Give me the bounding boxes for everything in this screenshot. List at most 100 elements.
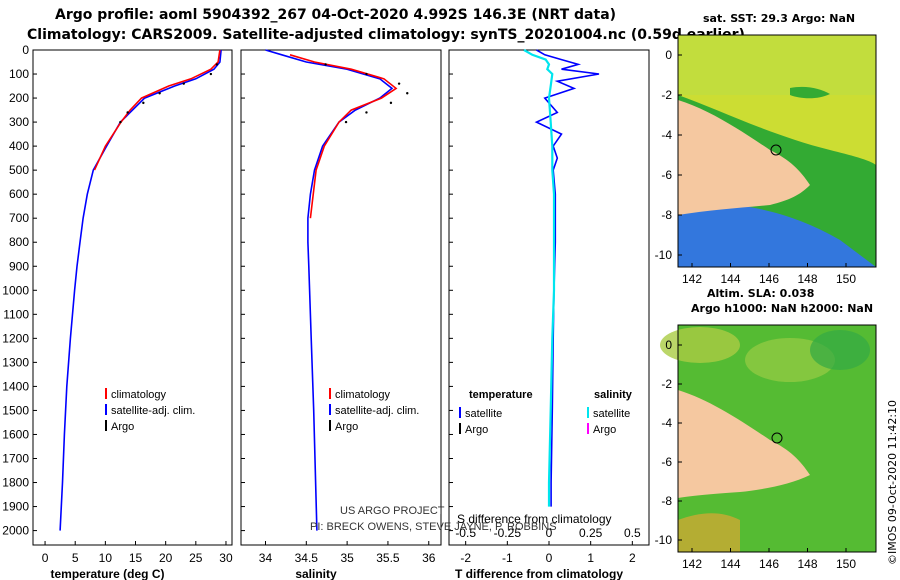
salinity-plot-frame — [240, 49, 442, 546]
sla-map-title-2: Argo h1000: NaN h2000: NaN — [691, 302, 874, 315]
argo-point — [142, 101, 145, 105]
argo-point — [397, 82, 401, 85]
sla-map-patch-south — [678, 513, 740, 552]
legend-label: satellite — [465, 408, 502, 420]
x-tick-label: 1 — [587, 551, 594, 565]
map-lon-label: 142 — [682, 272, 702, 286]
x-tick-label: 30 — [219, 551, 233, 565]
legend-swatch — [459, 407, 461, 418]
map-lon-label: 150 — [836, 557, 856, 571]
depth-tick-label: 1200 — [2, 331, 29, 345]
depth-tick-label: 200 — [9, 91, 29, 105]
legend-swatch — [105, 420, 107, 431]
top-tick-label: -0.5 — [455, 526, 476, 540]
depth-tick-label: 2000 — [2, 524, 29, 538]
x-tick-label: -2 — [460, 551, 471, 565]
depth-tick-label: 0 — [22, 43, 29, 57]
x-tick-label: 15 — [129, 551, 143, 565]
legend-swatch — [329, 404, 331, 415]
argo-point — [126, 111, 129, 114]
top-axis-label: S difference from climatology — [457, 512, 612, 526]
legend-label: climatology — [335, 389, 391, 401]
x-tick-label: 25 — [189, 551, 203, 565]
sst-map-title: sat. SST: 29.3 Argo: NaN — [703, 12, 856, 25]
top-tick-label: 0.5 — [624, 526, 641, 540]
argo-point — [158, 92, 161, 95]
legend-swatch — [587, 423, 589, 434]
map-lat-label: -2 — [661, 88, 672, 102]
legend-swatch — [329, 388, 331, 399]
legend-swatch — [459, 423, 461, 434]
series-line-climatology — [289, 54, 398, 219]
map-axes: 0 -2 -4 -6 -8 -10 142 144 146 148 150 0 -2 -4 -6 -8 -10 1… — [655, 48, 857, 571]
sla-map-land-png — [678, 390, 810, 498]
legend-label: climatology — [111, 389, 167, 401]
sst-map-sea-blue — [678, 203, 876, 267]
argo-point — [182, 82, 185, 85]
series-line-salinity-satellite — [523, 49, 556, 507]
legend-swatch — [105, 404, 107, 415]
watermark-line2: PI: BRECK OWENS, STEVE JAYNE, P. ROBBINS — [310, 521, 557, 533]
map-lat-label: -4 — [661, 416, 672, 430]
argo-point — [365, 111, 368, 114]
depth-tick-label: 400 — [9, 139, 29, 153]
depth-tick-label: 1900 — [2, 500, 29, 514]
map-lon-label: 144 — [720, 272, 740, 286]
map-lat-label: -4 — [661, 128, 672, 142]
legend-swatch — [329, 420, 331, 431]
series-line-satellite-adj-clim- — [59, 49, 222, 531]
argo-point — [406, 92, 409, 95]
x-tick-label: 0 — [546, 551, 553, 565]
argo-point — [389, 101, 393, 105]
sst-map-frame — [677, 34, 877, 268]
map-lon-label: 146 — [759, 272, 779, 286]
x-tick-label: 35 — [340, 551, 354, 565]
sla-map-frame — [677, 324, 877, 553]
sla-argo-position-marker — [771, 432, 783, 444]
x-tick-label: 36 — [422, 551, 436, 565]
sst-map-sea-north — [678, 35, 876, 95]
legend-label: Argo — [465, 424, 488, 436]
legend-label: Argo — [111, 421, 134, 433]
temperature-plot-frame — [32, 49, 233, 546]
sst-map-island — [790, 86, 830, 99]
sst-map — [677, 34, 877, 268]
depth-tick-label: 500 — [9, 163, 29, 177]
depth-tick-label: 1600 — [2, 427, 29, 441]
x-tick-label: 35.5 — [376, 551, 400, 565]
map-lat-label: -10 — [655, 248, 673, 262]
depth-tick-label: 1300 — [2, 355, 29, 369]
argo-point — [324, 63, 327, 66]
map-lat-label: 0 — [665, 48, 672, 62]
depth-tick-label: 700 — [9, 211, 29, 225]
watermark-line1: US ARGO PROJECT — [340, 505, 445, 517]
x-axis-label: salinity — [295, 567, 337, 580]
map-lon-label: 144 — [720, 557, 740, 571]
argo-point — [119, 120, 122, 124]
x-tick-label: -1 — [502, 551, 513, 565]
argo-point — [209, 72, 213, 76]
map-lon-label: 148 — [797, 272, 817, 286]
map-lon-label: 146 — [759, 557, 779, 571]
depth-tick-label: 900 — [9, 259, 29, 273]
depth-tick-label: 800 — [9, 235, 29, 249]
legend-swatch — [587, 407, 589, 418]
x-tick-label: 20 — [159, 551, 173, 565]
map-lat-label: -2 — [661, 377, 672, 391]
map-lon-label: 150 — [836, 272, 856, 286]
x-tick-label: 2 — [629, 551, 636, 565]
map-lat-label: -8 — [661, 494, 672, 508]
sla-map — [660, 324, 877, 553]
x-tick-label: 34.5 — [295, 551, 319, 565]
sla-map-patch-3 — [810, 330, 870, 370]
depth-tick-label: 1800 — [2, 476, 29, 490]
depth-tick-label: 1500 — [2, 403, 29, 417]
legend-label: satellite-adj. clim. — [111, 405, 195, 417]
series-line-climatology — [93, 49, 221, 171]
argo-point — [365, 72, 368, 76]
legend-title-salinity: salinity — [594, 389, 633, 401]
map-lon-label: 148 — [797, 557, 817, 571]
legend-label: Argo — [335, 421, 358, 433]
